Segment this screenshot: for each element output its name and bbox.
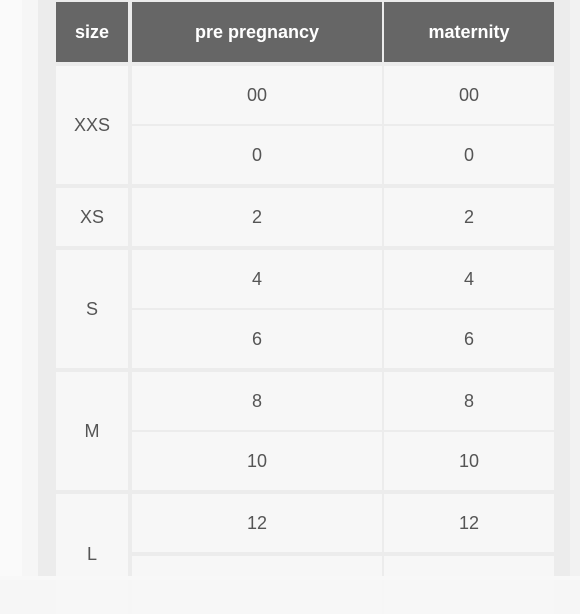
pre-pregnancy-cell: 2 xyxy=(132,188,382,246)
pre-pregnancy-cell-partial xyxy=(132,556,382,614)
header-maternity: maternity xyxy=(384,2,554,62)
pre-pregnancy-cell: 10 xyxy=(132,432,382,490)
maternity-cell: 00 xyxy=(384,66,554,124)
bottom-strip xyxy=(0,576,580,580)
maternity-cell: 4 xyxy=(384,250,554,308)
size-cell-m: M xyxy=(56,372,128,490)
pre-pregnancy-cell: 4 xyxy=(132,250,382,308)
size-cell-l: L xyxy=(56,494,128,614)
size-cell-xxs: XXS xyxy=(56,66,128,184)
left-page-margin xyxy=(0,0,22,580)
content-panel: size pre pregnancy maternity XXS XS S M … xyxy=(38,0,570,614)
pre-pregnancy-cell: 0 xyxy=(132,126,382,184)
size-cell-s: S xyxy=(56,250,128,368)
maternity-cell-partial xyxy=(384,556,554,614)
maternity-cell: 6 xyxy=(384,310,554,368)
right-page-margin xyxy=(570,0,580,580)
pre-pregnancy-cell: 6 xyxy=(132,310,382,368)
maternity-cell: 2 xyxy=(384,188,554,246)
size-cell-xs: XS xyxy=(56,188,128,246)
maternity-cell: 12 xyxy=(384,494,554,552)
maternity-cell: 0 xyxy=(384,126,554,184)
pre-pregnancy-cell: 8 xyxy=(132,372,382,430)
pre-pregnancy-cell: 00 xyxy=(132,66,382,124)
header-pre-pregnancy: pre pregnancy xyxy=(132,2,382,62)
maternity-cell: 8 xyxy=(384,372,554,430)
maternity-cell: 10 xyxy=(384,432,554,490)
pre-pregnancy-cell: 12 xyxy=(132,494,382,552)
header-size: size xyxy=(56,2,128,62)
